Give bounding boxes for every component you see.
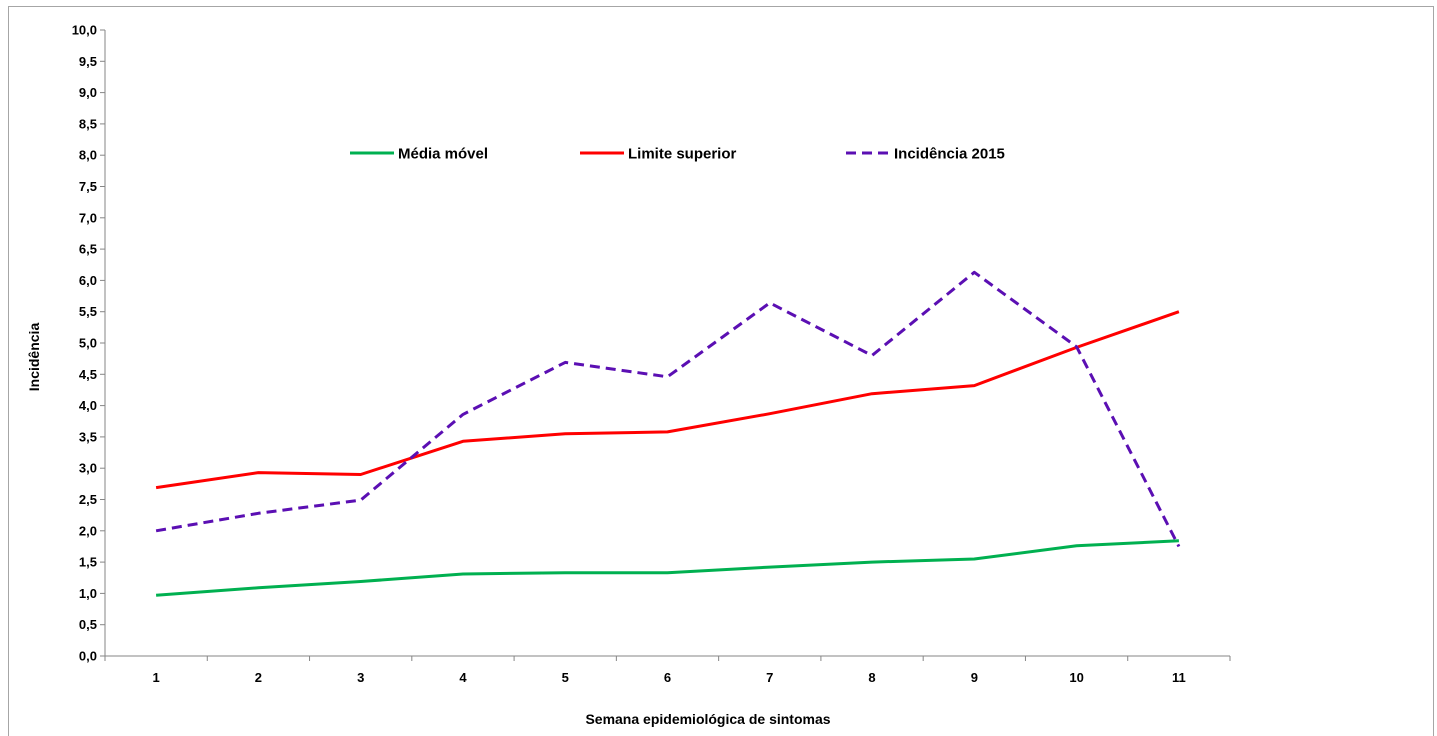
y-tick-label: 4,0 bbox=[79, 398, 97, 413]
y-tick-label: 6,0 bbox=[79, 273, 97, 288]
x-tick-label: 5 bbox=[562, 670, 569, 685]
x-tick-label: 7 bbox=[766, 670, 773, 685]
y-tick-label: 9,5 bbox=[79, 54, 97, 69]
x-tick-label: 3 bbox=[357, 670, 364, 685]
x-tick-label: 4 bbox=[459, 670, 467, 685]
y-tick-label: 5,5 bbox=[79, 304, 97, 319]
y-tick-label: 1,0 bbox=[79, 586, 97, 601]
series-line-1 bbox=[155, 539, 1179, 597]
series-line-2 bbox=[155, 310, 1180, 490]
y-tick-label: 0,5 bbox=[79, 617, 97, 632]
y-tick-label: 3,5 bbox=[79, 429, 97, 444]
y-tick-label: 9,0 bbox=[79, 85, 97, 100]
legend-label-2: Limite superior bbox=[628, 146, 737, 163]
y-tick-label: 8,5 bbox=[79, 116, 97, 131]
y-tick-label: 7,5 bbox=[79, 179, 97, 194]
chart-frame bbox=[8, 6, 1434, 736]
x-tick-label: 8 bbox=[868, 670, 875, 685]
y-tick-label: 0,0 bbox=[79, 649, 97, 664]
legend-label-1: Média móvel bbox=[398, 146, 488, 163]
series-line-3 bbox=[155, 270, 1181, 548]
x-tick-label: 6 bbox=[664, 670, 671, 685]
axes bbox=[104, 30, 1230, 657]
legend-label-3: Incidência 2015 bbox=[894, 146, 1005, 163]
x-tick-label: 11 bbox=[1172, 670, 1186, 685]
y-tick-label: 4,5 bbox=[79, 367, 97, 382]
legend: Média móvel Limite superior Incidência 201… bbox=[350, 146, 1005, 163]
y-tick-label: 10,0 bbox=[72, 23, 97, 38]
y-tick-label: 6,5 bbox=[79, 242, 97, 257]
y-tick-label: 2,0 bbox=[79, 523, 97, 538]
y-tick-label: 5,0 bbox=[79, 336, 97, 351]
x-tick-label: 2 bbox=[255, 670, 262, 685]
series-lines bbox=[155, 270, 1181, 597]
x-tick-label: 9 bbox=[971, 670, 978, 685]
x-axis-label: Semana epidemiológica de sintomas bbox=[585, 711, 830, 727]
x-tick-labels: 1 2 3 4 5 6 7 8 9 10 11 bbox=[104, 656, 1231, 685]
y-axis-label: Incidência bbox=[26, 323, 42, 392]
y-tick-label: 8,0 bbox=[79, 148, 97, 163]
x-tick-label: 1 bbox=[153, 670, 160, 685]
y-tick-label: 2,5 bbox=[79, 492, 97, 507]
y-tick-label: 7,0 bbox=[79, 210, 97, 225]
y-tick-label: 3,0 bbox=[79, 461, 97, 476]
y-tick-label: 1,5 bbox=[79, 555, 97, 570]
x-tick-label: 10 bbox=[1069, 670, 1083, 685]
y-tick-labels: 0,0 0,5 1,0 1,5 2,0 2,5 3,0 3,5 4,0 4,5 5,0 5,5 6,0 6… bbox=[72, 23, 105, 664]
